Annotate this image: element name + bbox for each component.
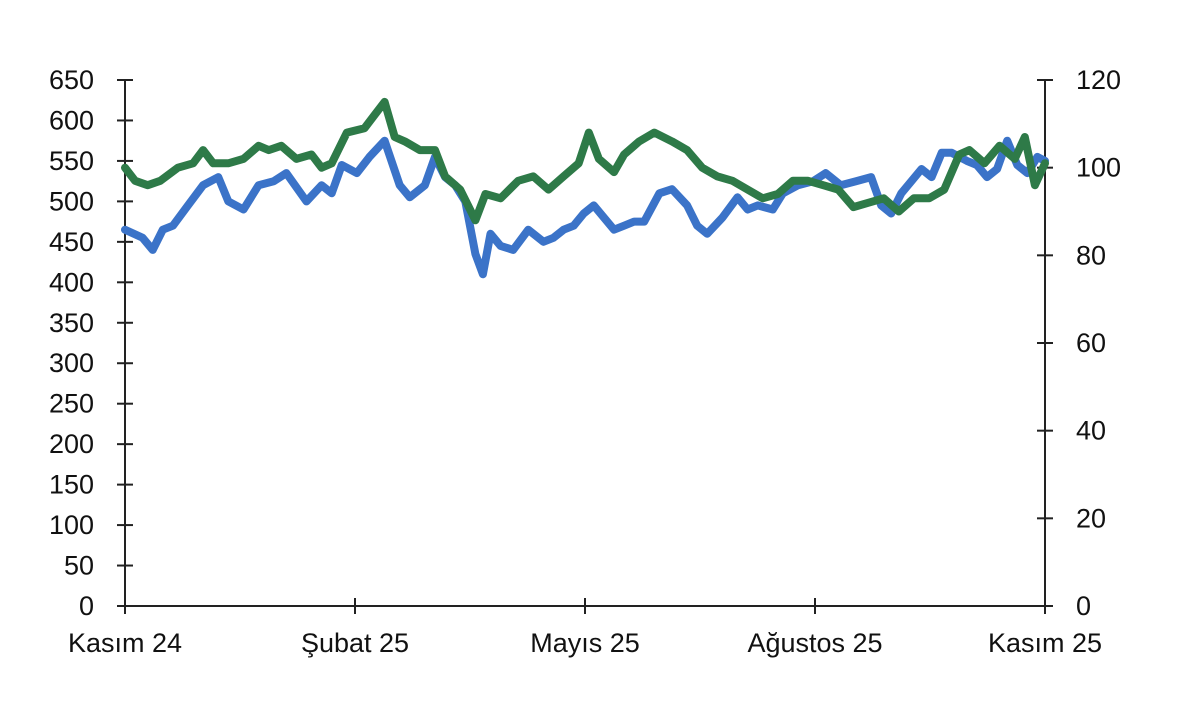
right-axis-series-line — [121, 97, 1049, 225]
left-tick-label: 450 — [49, 227, 94, 257]
left-tick-label: 150 — [49, 470, 94, 500]
left-tick-label: 650 — [49, 65, 94, 95]
left-tick-label: 600 — [49, 105, 94, 135]
x-tick-label: Ağustos 25 — [747, 628, 882, 658]
left-y-axis: 0 50 100 150 200 250 300 350 400 450 500 550 600 650 — [49, 65, 133, 621]
left-tick-label: 400 — [49, 267, 94, 297]
right-tick-label: 80 — [1076, 240, 1106, 270]
series-layer — [121, 97, 1049, 279]
right-tick-label: 100 — [1076, 153, 1121, 183]
left-tick-label: 350 — [49, 308, 94, 338]
right-y-axis: 0 20 40 60 80 100 120 — [1037, 65, 1121, 621]
x-axis: Kasım 24 Şubat 25 Mayıs 25 Ağustos 25 Kasım … — [68, 598, 1102, 658]
left-tick-label: 50 — [64, 551, 94, 581]
left-tick-label: 500 — [49, 186, 94, 216]
x-tick-label: Mayıs 25 — [530, 628, 640, 658]
right-tick-label: 40 — [1076, 416, 1106, 446]
left-tick-label: 200 — [49, 429, 94, 459]
left-tick-label: 250 — [49, 389, 94, 419]
right-tick-label: 60 — [1076, 328, 1106, 358]
x-tick-label: Şubat 25 — [301, 628, 409, 658]
left-tick-label: 100 — [49, 510, 94, 540]
left-tick-label: 550 — [49, 146, 94, 176]
x-tick-label: Kasım 25 — [988, 628, 1102, 658]
left-tick-label: 0 — [79, 591, 94, 621]
left-tick-label: 300 — [49, 348, 94, 378]
left-axis-series-line — [121, 136, 1049, 279]
x-tick-label: Kasım 24 — [68, 628, 182, 658]
right-tick-label: 20 — [1076, 503, 1106, 533]
right-tick-label: 120 — [1076, 65, 1121, 95]
right-tick-label: 0 — [1076, 591, 1091, 621]
